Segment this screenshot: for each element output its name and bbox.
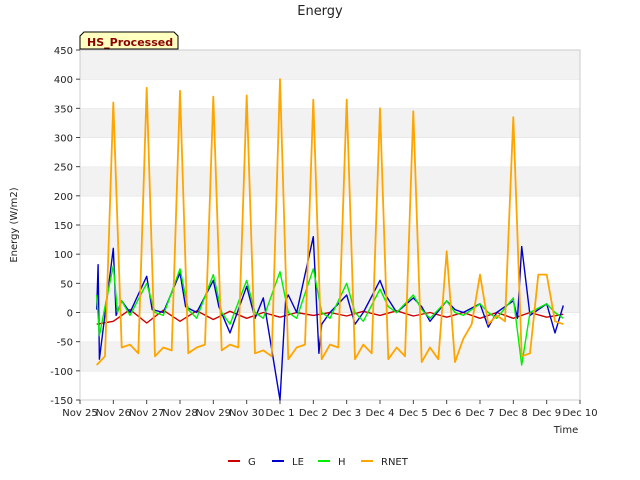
grid-band [80,108,580,138]
x-tick-label: Dec 7 [466,408,495,419]
x-tick-label: Dec 2 [299,408,328,419]
legend: G LE H RNET [228,457,409,468]
y-tick-label: 200 [54,192,73,203]
y-tick-label: 0 [67,309,73,320]
legend-label: LE [292,457,304,468]
grid-band [80,195,580,225]
x-tick-label: Dec 5 [399,408,428,419]
processed-badge: HS_Processed [79,31,179,50]
grid-band [80,283,580,313]
grid-band [80,50,580,80]
grid-band [80,225,580,255]
y-tick-label: -150 [50,396,73,407]
badge-background [79,31,179,50]
grid-band [80,166,580,196]
y-tick-label: 150 [54,221,73,232]
grid-band [80,79,580,109]
series-line-h [96,265,564,366]
y-tick-label: -100 [50,367,73,378]
series-line-le [96,235,564,401]
series-line-rnet [96,78,564,366]
chart-title: Energy [297,4,343,19]
series-lines [96,78,564,401]
x-tick-label: Dec 6 [432,408,461,419]
y-axis-title: Energy (W/m2) [9,187,20,262]
x-tick-label: Nov 25 [62,408,97,419]
legend-label: G [248,457,256,468]
badge-label: HS_Processed [87,36,173,49]
x-tick-label: Dec 4 [366,408,395,419]
y-tick-label: 50 [60,279,73,290]
grid-bands [80,49,580,400]
y-tick-label: 400 [54,75,73,86]
y-tick-label: 100 [54,250,73,261]
grid-band [80,341,580,371]
y-tick-label: -50 [57,338,73,349]
y-axis-ticks: -150 -100 -50 0 50 100 150 200 250 300 350 400 450 [50,46,80,407]
x-tick-label: Dec 3 [332,408,361,419]
y-tick-label: 300 [54,134,73,145]
x-tick-label: Dec 8 [499,408,528,419]
grid-band [80,137,580,167]
y-tick-label: 450 [54,46,73,57]
x-tick-label: Nov 28 [162,408,197,419]
x-tick-label: Nov 27 [129,408,164,419]
x-tick-label: Dec 1 [266,408,295,419]
x-axis-title: Time [553,425,578,436]
x-tick-label: Nov 26 [96,408,131,419]
y-tick-label: 350 [54,104,73,115]
x-tick-label: Nov 30 [229,408,264,419]
legend-label: H [338,457,346,468]
grid-band [80,370,580,400]
grid-band [80,254,580,284]
x-tick-label: Dec 9 [532,408,561,419]
x-tick-label: Dec 10 [562,408,597,419]
legend-label: RNET [381,457,409,468]
x-tick-label: Nov 29 [196,408,231,419]
y-tick-label: 250 [54,163,73,174]
